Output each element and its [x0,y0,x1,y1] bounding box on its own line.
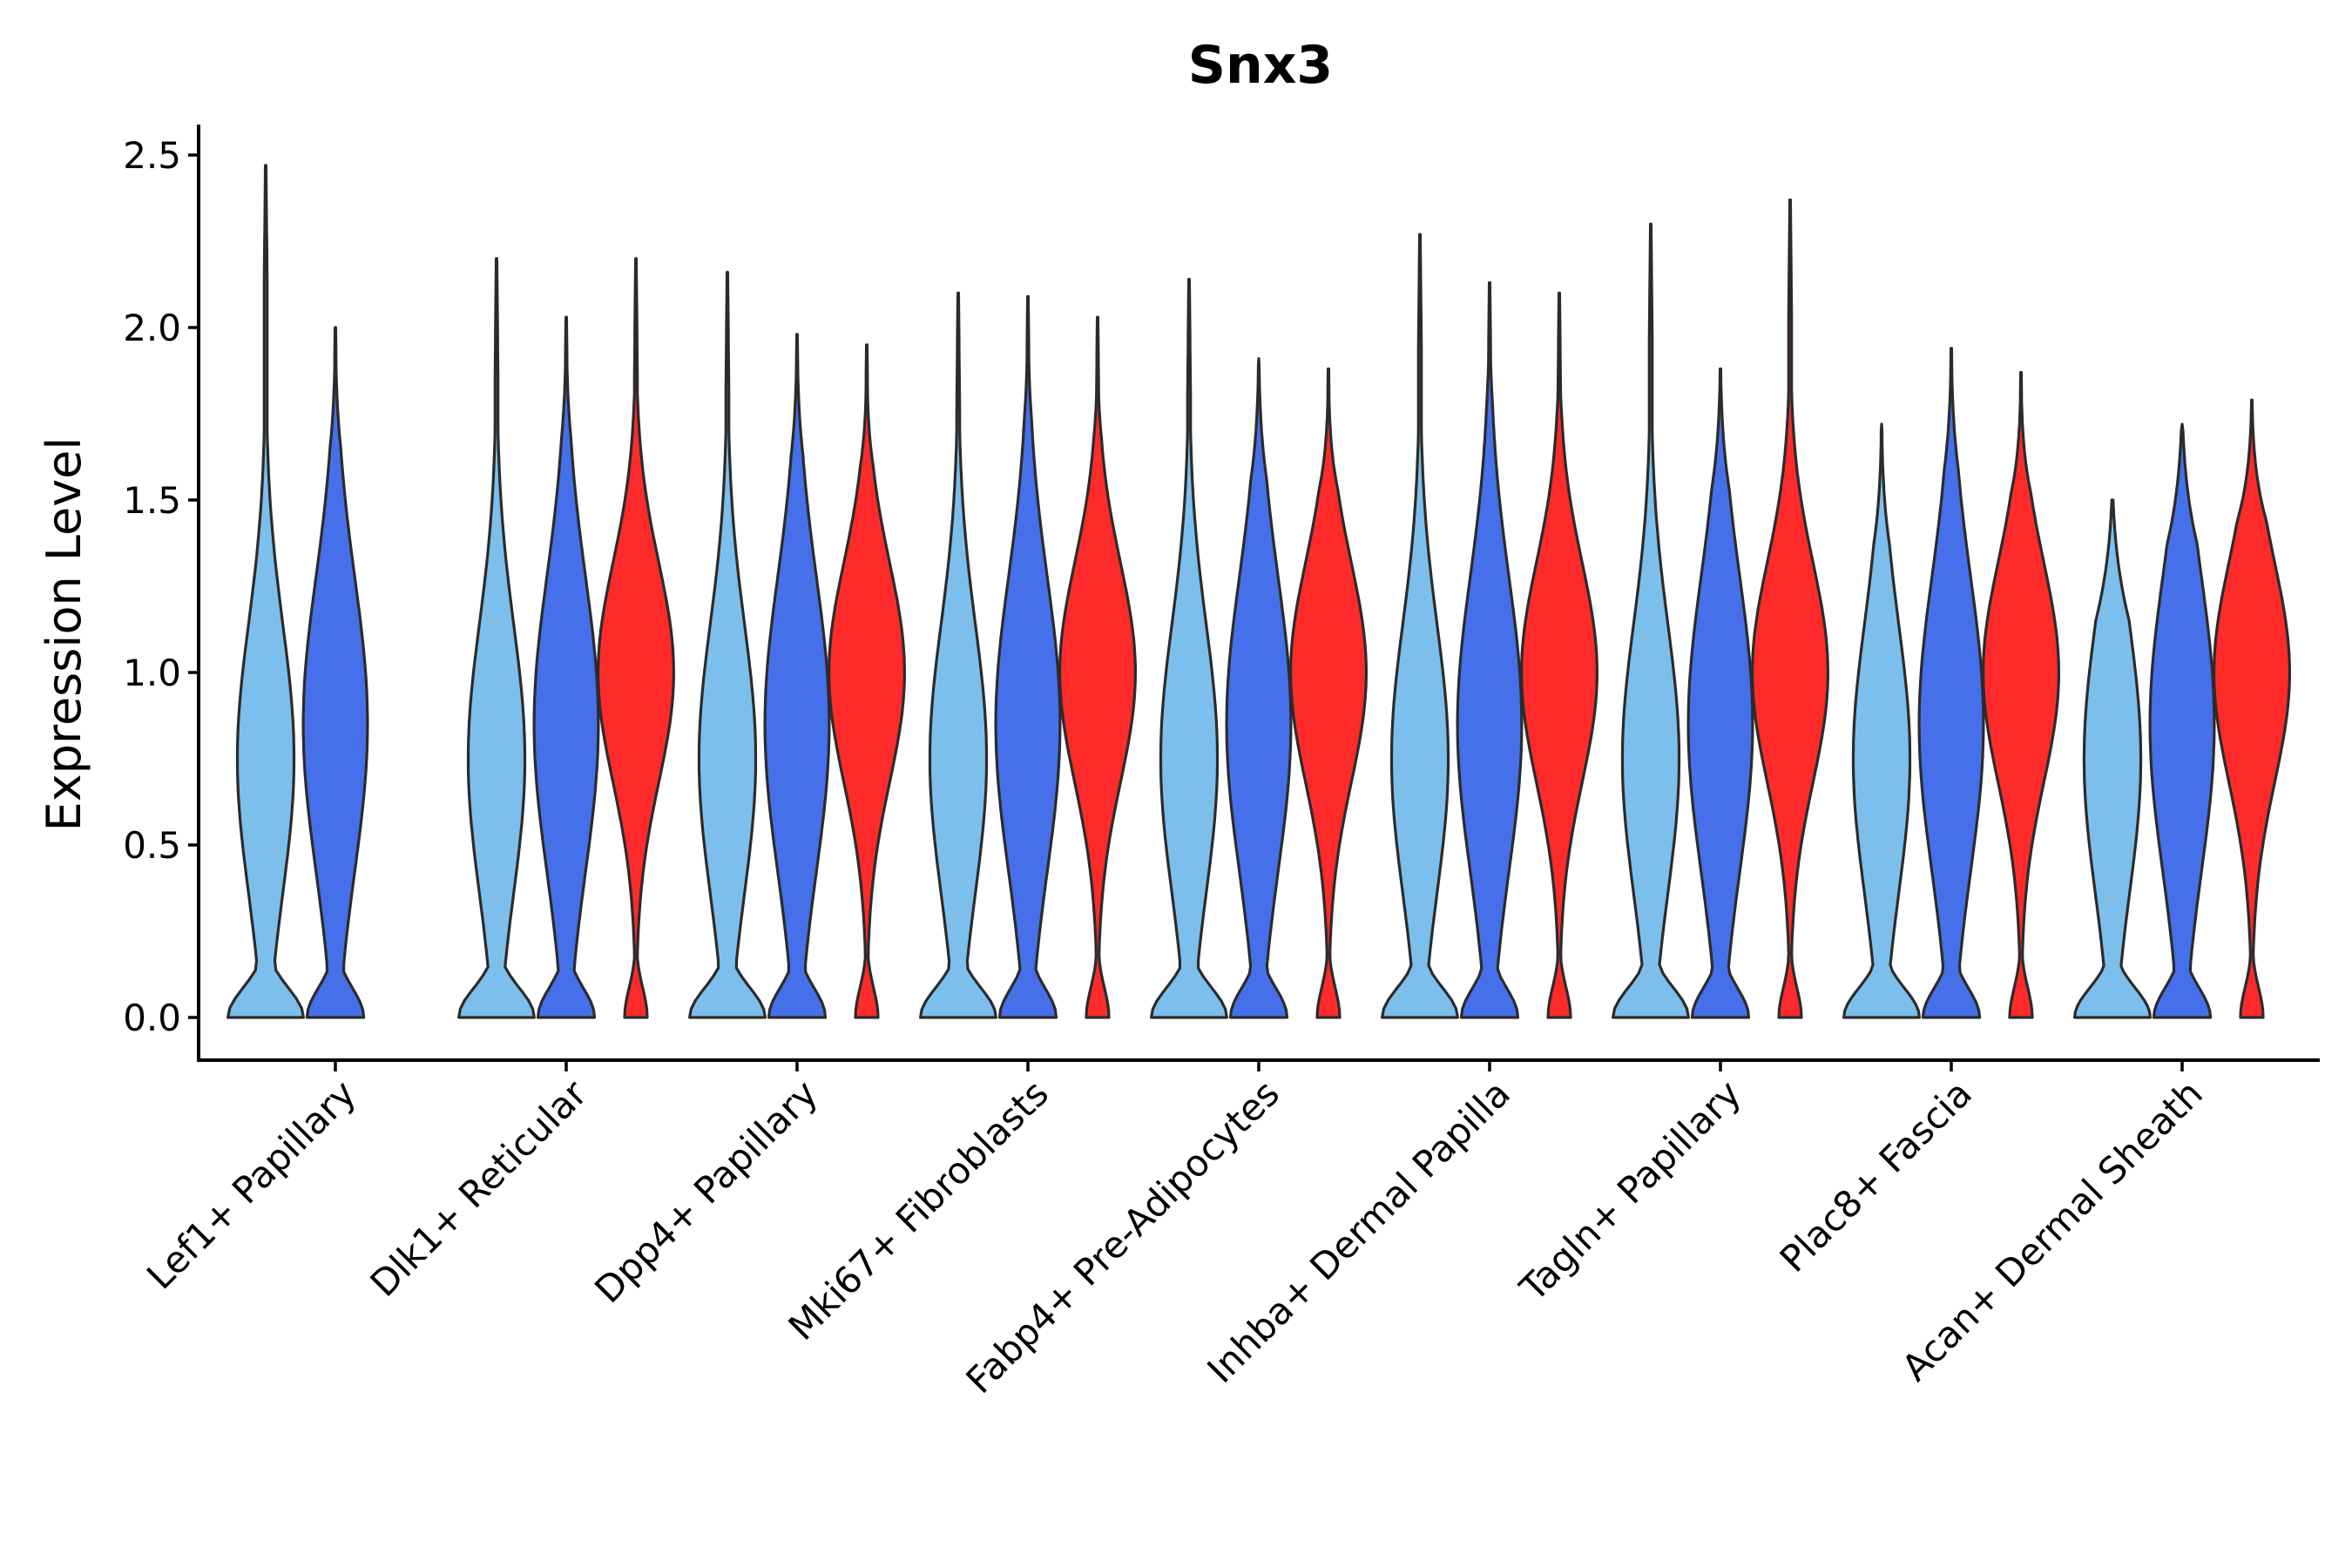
y-tick-label: 2.5 [123,134,181,177]
violin-2 [301,326,369,1019]
violin-3 [1058,315,1137,1019]
violin-3 [1982,370,2060,1019]
violin-1 [1381,233,1459,1019]
violin-2 [1917,347,1985,1019]
violin-2 [1456,280,1524,1019]
violin-2 [1686,367,1754,1019]
y-tick-label: 0.0 [123,997,181,1039]
violin-2 [763,333,831,1019]
x-tick-label: Dpp4+ Papillary [586,1071,826,1311]
y-tick-label: 1.0 [123,652,181,694]
violin-1 [1612,222,1690,1019]
x-tick-label: Lef1+ Papillary [139,1071,364,1297]
violin-2 [1225,357,1293,1019]
violin-3 [1520,291,1598,1019]
x-tick-label: Plac8+ Fascia [1772,1071,1980,1280]
violin-1 [226,164,305,1019]
x-tick-label: Tagln+ Papillary [1511,1071,1749,1309]
y-tick-label: 0.5 [123,824,181,867]
violin-1 [457,257,536,1019]
violin-2 [532,315,600,1019]
violin-1 [2073,498,2152,1019]
violins-layer [226,164,2291,1019]
x-tick-label: Mki67+ Fibroblasts [781,1071,1057,1348]
violin-3 [2213,398,2291,1019]
violin-3 [828,343,906,1019]
y-tick-label: 1.5 [123,479,181,522]
y-ticks: 0.0 0.5 1.0 1.5 2.0 2.5 [123,134,199,1039]
violin-1 [919,291,997,1019]
violin-2 [2148,422,2216,1019]
violin-3 [597,257,675,1019]
violin-3 [1289,367,1368,1019]
violin-2 [994,294,1062,1019]
y-tick-label: 2.0 [123,307,181,349]
violin-3 [1751,198,1829,1019]
x-tick-label: Dlk1+ Reticular [362,1071,596,1305]
y-axis-label: Expression Level [37,437,91,832]
violin-1 [1842,422,1921,1019]
violin-1 [688,271,767,1019]
chart-title: Snx3 [1188,35,1333,96]
violin-1 [1150,278,1228,1019]
